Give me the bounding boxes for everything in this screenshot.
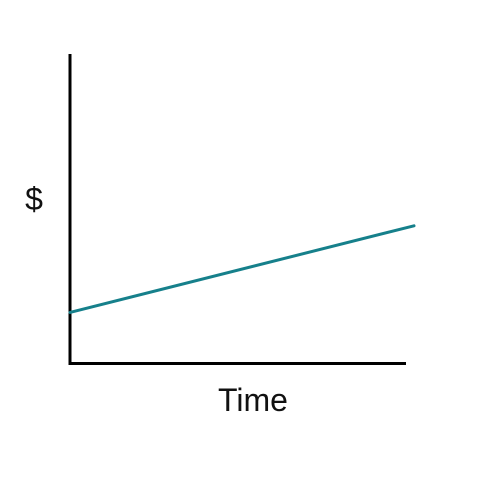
series-line-0 (68, 224, 416, 314)
y-axis-label: $ (25, 181, 43, 217)
x-axis-label: Time (218, 382, 288, 418)
series-group (68, 224, 416, 314)
